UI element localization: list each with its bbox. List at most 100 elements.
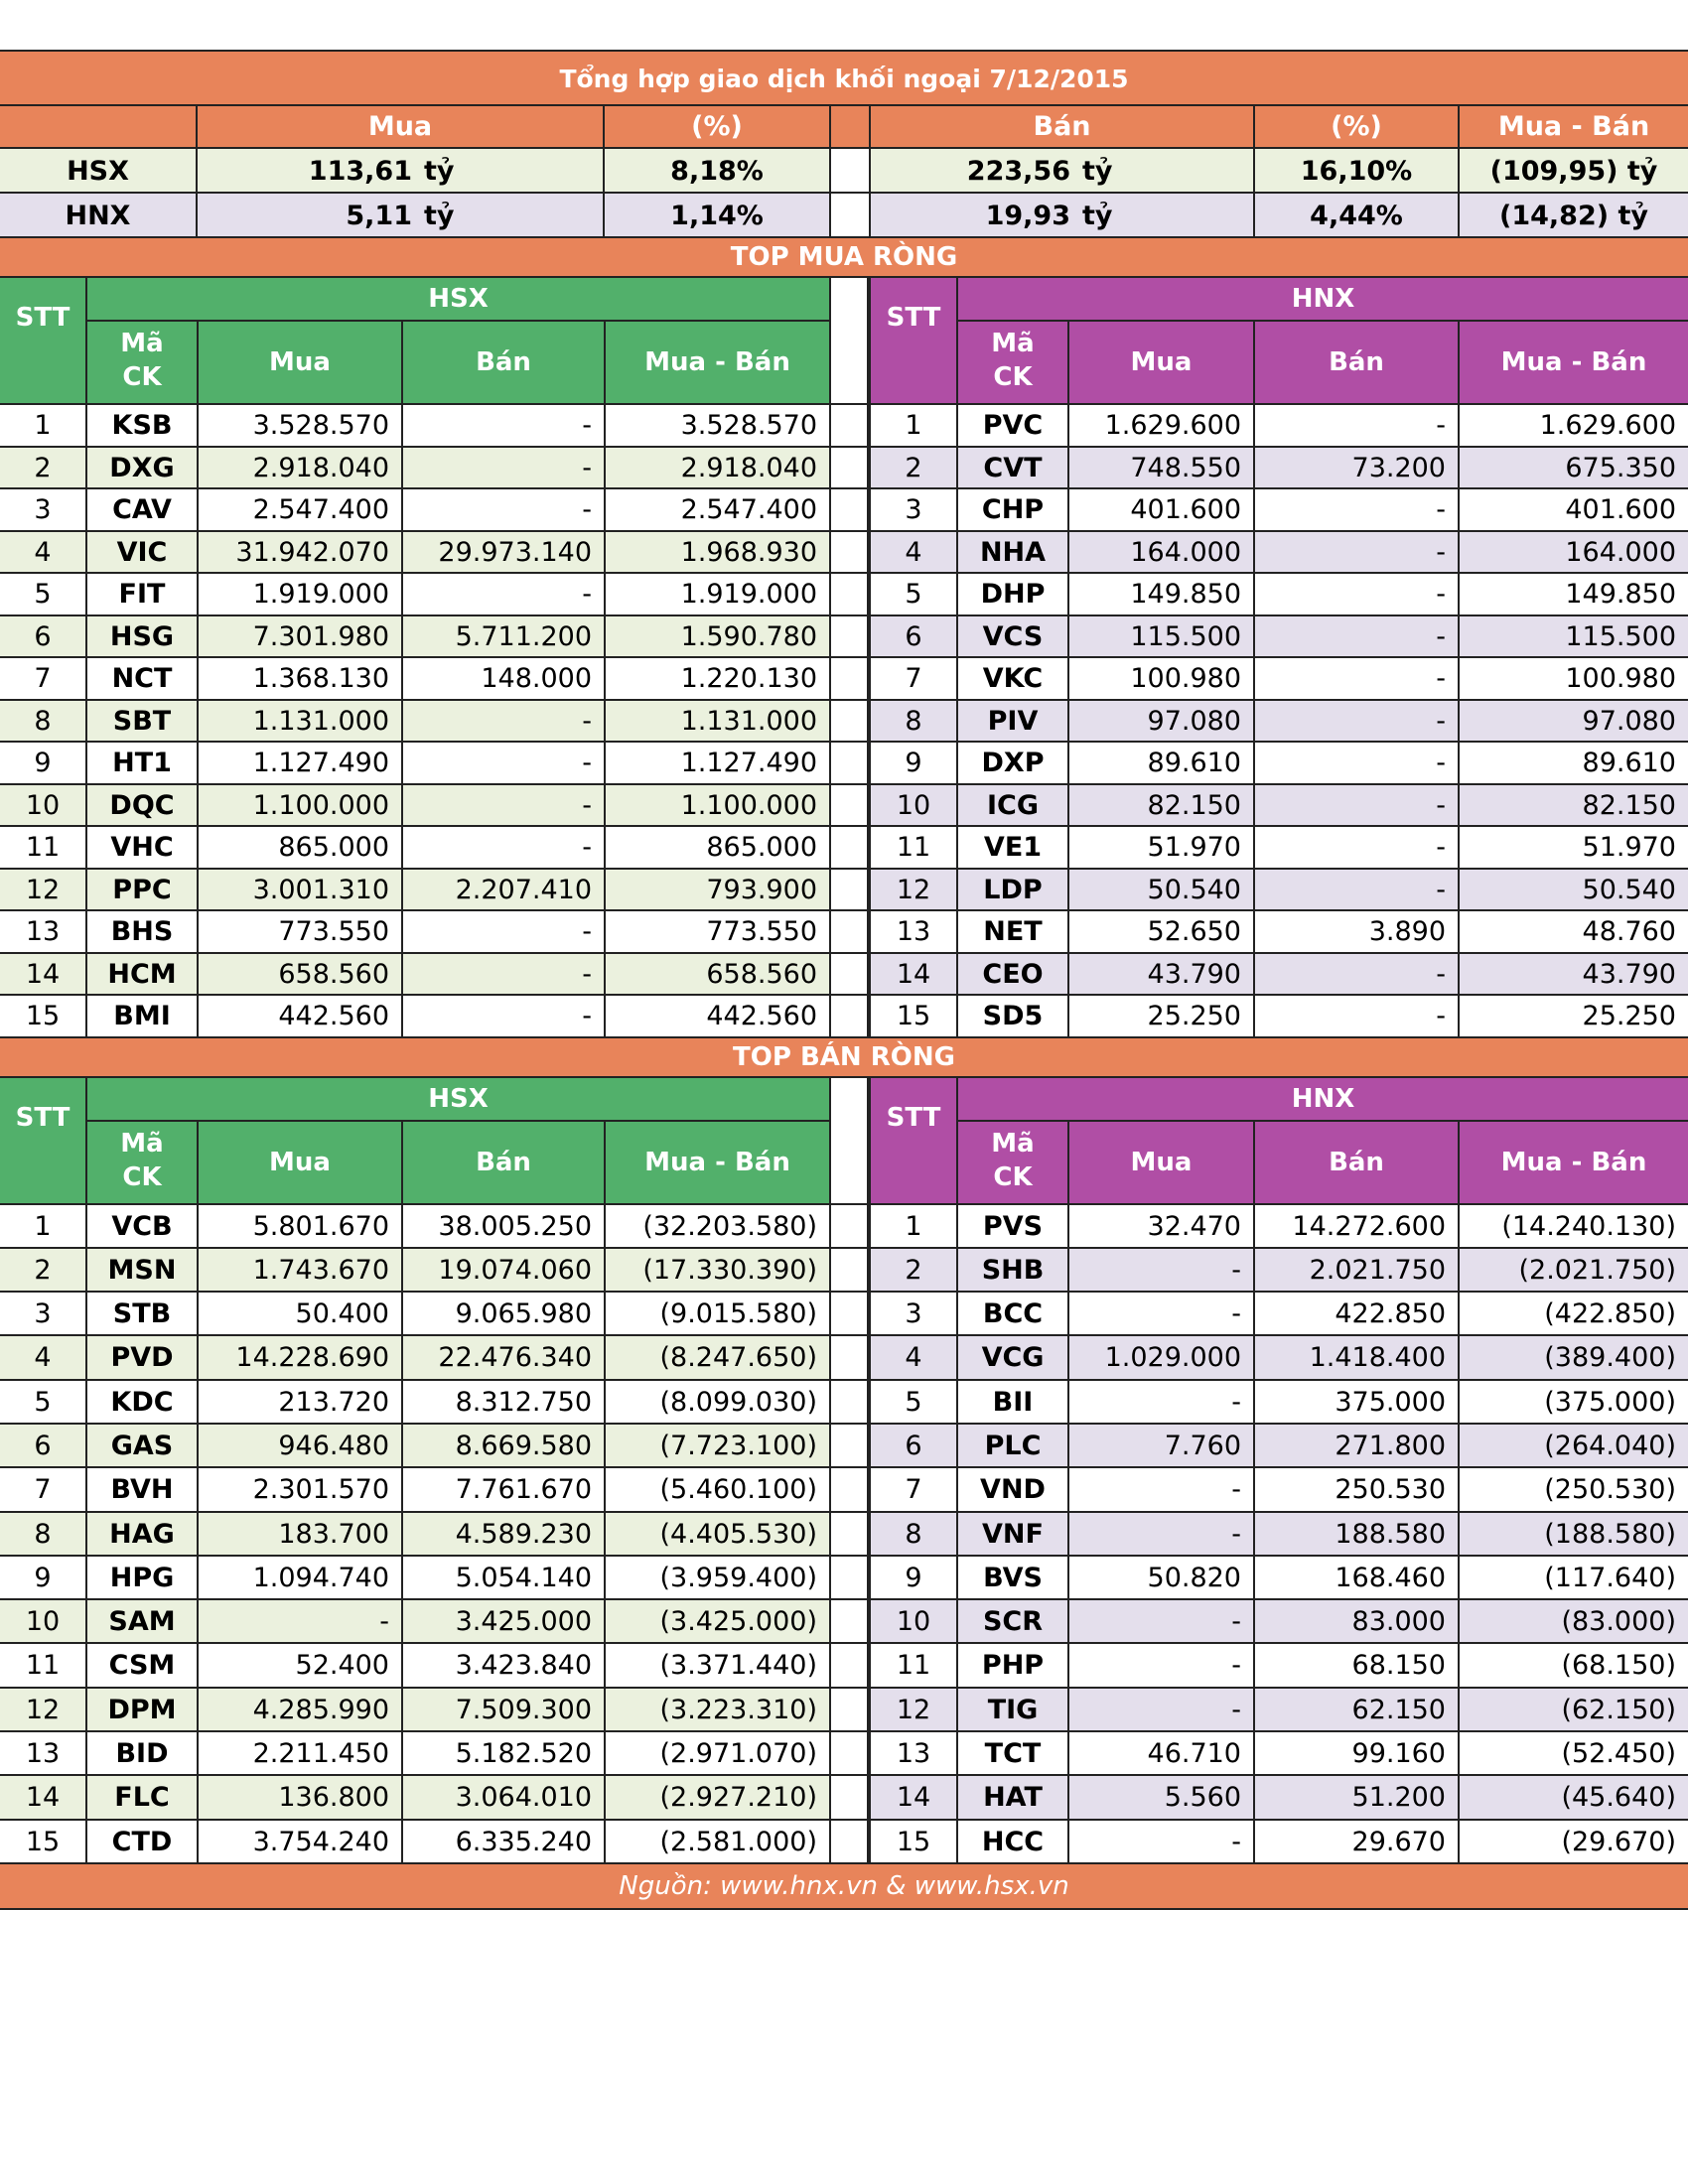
hnx-ban-cell: - bbox=[1253, 405, 1458, 446]
hnx-net-cell: 25.250 bbox=[1458, 996, 1688, 1036]
hnx-stt-cell: 10 bbox=[869, 784, 956, 825]
hnx-stt-cell: 4 bbox=[869, 531, 956, 572]
hsx-code-cell: DXG bbox=[85, 447, 197, 487]
hsx-mua-cell: 442.560 bbox=[197, 996, 401, 1036]
top-sell-hsx-code-header: Mã CK bbox=[85, 1121, 197, 1203]
table-row: 12 PPC 3.001.310 2.207.410 793.900 12 LDP 50.54… bbox=[0, 869, 1688, 911]
row-gap bbox=[829, 1336, 869, 1379]
row-gap bbox=[829, 1380, 869, 1423]
hsx-ban-cell: - bbox=[401, 489, 604, 530]
hnx-code-cell: LDP bbox=[956, 869, 1067, 909]
hnx-net-cell: (83.000) bbox=[1458, 1600, 1688, 1643]
hsx-net-cell: (3.425.000) bbox=[604, 1600, 829, 1643]
hsx-stt-cell: 11 bbox=[25, 832, 61, 863]
top-sell-hsx-group-header: HSX bbox=[85, 1077, 829, 1122]
hnx-net-cell: (117.640) bbox=[1458, 1556, 1688, 1599]
hnx-mua-cell: 46.710 bbox=[1067, 1732, 1253, 1775]
hnx-mua-cell: 5.560 bbox=[1067, 1776, 1253, 1819]
hnx-stt-cell: 15 bbox=[869, 1820, 956, 1862]
top-sell-hnx-net-header: Mua - Bán bbox=[1458, 1121, 1688, 1203]
hsx-ban-cell: 19.074.060 bbox=[401, 1248, 604, 1292]
top-sell-hsx-stt-header: STT bbox=[0, 1077, 85, 1203]
hnx-code-cell: PIV bbox=[956, 700, 1067, 741]
hsx-code-cell: GAS bbox=[85, 1424, 197, 1467]
row-gap bbox=[829, 869, 869, 909]
row-gap bbox=[829, 1468, 869, 1511]
hsx-stt-cell: 4 bbox=[0, 531, 85, 572]
table-row: 14 HCM 658.560-658.560 14 CEO 43.790-43.790 bbox=[0, 953, 1688, 996]
table-row: 7 NCT 1.368.130 148.000 1.220.130 7 VKC 100.980… bbox=[0, 658, 1688, 701]
hsx-mua-cell: 14.228.690 bbox=[197, 1336, 401, 1379]
hnx-stt-cell: 15 bbox=[869, 996, 956, 1036]
top-sell-title-row: TOP BÁN RÒNG bbox=[0, 1037, 1688, 1078]
hsx-mua-cell: 658.560 bbox=[197, 953, 401, 994]
hsx-code-cell: MSN bbox=[85, 1248, 197, 1292]
top-buy-hnx-code-header: Mã CK bbox=[956, 322, 1067, 403]
foreign-trading-sheet: Tổng hợp giao dịch khối ngoại 7/12/2015 … bbox=[0, 50, 1688, 1910]
hnx-net-cell: (2.021.750) bbox=[1458, 1248, 1688, 1292]
summary-header-mua: Mua bbox=[196, 106, 603, 147]
summary-sell-pct: 16,10% bbox=[1253, 149, 1458, 192]
row-gap bbox=[829, 1293, 869, 1335]
hsx-net-cell: 1.100.000 bbox=[604, 784, 829, 825]
code-header-line2: CK bbox=[122, 1161, 162, 1192]
hsx-stt-cell: 2 bbox=[0, 447, 85, 487]
hsx-net-cell: 865.000 bbox=[604, 827, 829, 868]
hsx-ban-cell: 9.065.980 bbox=[401, 1293, 604, 1335]
hnx-stt-cell: 14 bbox=[869, 1776, 956, 1819]
hsx-stt-cell: 1 bbox=[34, 410, 52, 441]
hnx-net-cell: 149.850 bbox=[1458, 574, 1688, 614]
top-buy-hsx-code-header: Mã CK bbox=[85, 322, 197, 403]
summary-buy-unit: tỷ bbox=[424, 201, 455, 231]
hnx-ban-cell: 14.272.600 bbox=[1253, 1204, 1458, 1247]
hsx-ban-cell: - bbox=[401, 743, 604, 783]
hnx-ban-cell: - bbox=[1253, 784, 1458, 825]
hnx-ban-cell: 168.460 bbox=[1253, 1556, 1458, 1599]
hsx-code-cell: NCT bbox=[85, 658, 197, 699]
hnx-mua-cell: 1.629.600 bbox=[1067, 405, 1253, 446]
hnx-mua-cell: 52.650 bbox=[1067, 911, 1253, 952]
row-gap bbox=[829, 405, 869, 446]
hnx-stt-cell: 7 bbox=[869, 658, 956, 699]
hsx-stt-cell: 8 bbox=[0, 700, 85, 741]
hsx-mua-cell: 946.480 bbox=[197, 1424, 401, 1467]
hsx-stt-cell: 15 bbox=[25, 1826, 61, 1857]
top-sell-hsx-net-header: Mua - Bán bbox=[604, 1121, 829, 1203]
hnx-net-cell: (45.640) bbox=[1458, 1776, 1688, 1819]
hsx-code-cell: KDC bbox=[85, 1380, 197, 1423]
hsx-ban-cell: 29.973.140 bbox=[401, 531, 604, 572]
code-header-line2: CK bbox=[122, 362, 162, 392]
hnx-mua-cell: - bbox=[1067, 1600, 1253, 1643]
table-row: 10 SAM -3.425.000 (3.425.000) 10 SCR -83.000 (8… bbox=[0, 1600, 1688, 1645]
code-header-line1: Mã bbox=[120, 1128, 164, 1159]
hnx-mua-cell: 100.980 bbox=[1067, 658, 1253, 699]
summary-row: HSX 113,61 tỷ 8,18% 223,56 tỷ 16,10% (109,95) t… bbox=[0, 149, 1688, 194]
hsx-code-cell: BHS bbox=[85, 911, 197, 952]
hnx-ban-cell: 1.418.400 bbox=[1253, 1336, 1458, 1379]
hnx-mua-cell: 89.610 bbox=[1067, 743, 1253, 783]
row-gap bbox=[829, 1820, 869, 1862]
hsx-mua-cell: 1.127.490 bbox=[197, 743, 401, 783]
code-header-line2: CK bbox=[993, 362, 1033, 392]
hsx-ban-cell: - bbox=[401, 953, 604, 994]
hsx-ban-cell: 6.335.240 bbox=[401, 1820, 604, 1862]
hnx-net-cell: (264.040) bbox=[1458, 1424, 1688, 1467]
hnx-code-cell: DXP bbox=[956, 743, 1067, 783]
top-buy-hsx-ban-header: Bán bbox=[401, 322, 604, 403]
hsx-ban-cell: 8.669.580 bbox=[401, 1424, 604, 1467]
table-row: 4 PVD 14.228.690 22.476.340 (8.247.650) 4 VCG 1… bbox=[0, 1336, 1688, 1381]
summary-gap bbox=[829, 194, 869, 236]
hsx-code-cell: PPC bbox=[85, 869, 197, 909]
hsx-stt-cell: 8 bbox=[0, 1512, 85, 1555]
top-sell-column-headers: STT HSX Mã CK Mua Bán Mua - Bán STT HNX Mã CK Mua Bá… bbox=[0, 1077, 1688, 1205]
hsx-net-cell: (32.203.580) bbox=[604, 1204, 829, 1247]
summary-buy-value: 5,11 bbox=[196, 194, 424, 236]
hnx-code-cell: DHP bbox=[956, 574, 1067, 614]
table-row: 3 STB 50.400 9.065.980 (9.015.580) 3 BCC -422.8… bbox=[0, 1293, 1688, 1337]
hnx-mua-cell: 748.550 bbox=[1067, 447, 1253, 487]
hsx-stt-cell: 14 bbox=[0, 953, 85, 994]
hnx-stt-cell: 8 bbox=[869, 700, 956, 741]
hsx-code-cell: HPG bbox=[85, 1556, 197, 1599]
top-sell-hsx-mua-header: Mua bbox=[197, 1121, 401, 1203]
hsx-stt-cell: 4 bbox=[0, 1336, 85, 1379]
